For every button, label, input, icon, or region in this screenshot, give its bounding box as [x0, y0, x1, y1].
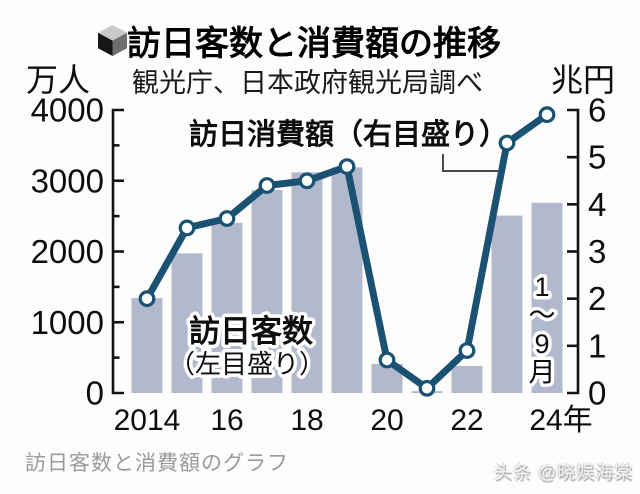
x-tick-label: 24年 — [529, 404, 592, 437]
figure-caption: 訪日客数と消費額のグラフ — [25, 452, 289, 475]
right-tick-label: 1 — [588, 327, 606, 364]
right-tick-label: 2 — [588, 280, 606, 317]
x-tick-label: 22 — [450, 404, 483, 437]
line-point-2016 — [218, 210, 236, 227]
bar-2022 — [451, 365, 483, 393]
bar-2019 — [331, 167, 363, 393]
source-note: 観光庁、日本政府観光局調べ — [132, 68, 483, 98]
line-point-2018 — [298, 172, 316, 190]
line-point-2022 — [458, 342, 476, 360]
line-series-label: 訪日消費額（右目盛り） — [189, 117, 508, 151]
bar-2016 — [211, 222, 243, 393]
right-tick-label: 6 — [588, 92, 606, 129]
chart-title: 訪日客数と消費額の推移 — [127, 25, 501, 63]
line-point-2017 — [258, 177, 276, 194]
bar-2015 — [171, 253, 203, 393]
last-bar-note-char: 月 — [529, 358, 556, 388]
left-tick-label: 3000 — [31, 162, 104, 199]
bar-series-sublabel: （左目盛り） — [169, 349, 325, 379]
line-series — [138, 106, 556, 397]
bar-2017 — [251, 190, 283, 393]
bar-2014 — [131, 298, 163, 393]
right-tick-label: 4 — [588, 186, 606, 223]
bar-series — [131, 167, 563, 393]
line-point-2015 — [178, 219, 196, 237]
line-point-2023 — [498, 134, 516, 152]
bar-2018 — [291, 172, 323, 393]
line-label-callout — [442, 154, 498, 172]
bar-2023 — [491, 215, 523, 393]
bar-series-label: 訪日客数 — [189, 314, 313, 349]
line-point-2014 — [138, 290, 156, 308]
x-tick-label: 16 — [210, 404, 243, 437]
left-tick-label: 1000 — [31, 304, 104, 341]
right-tick-label: 5 — [588, 139, 606, 176]
line-point-2019 — [338, 158, 356, 176]
axes: 0 1000 2000 3000 4000 0 1 2 3 4 5 6 2014 16 18 20 22 24年 — [31, 92, 607, 438]
line-point-2020 — [378, 351, 396, 369]
left-tick-label: 0 — [86, 375, 104, 412]
annotation-layer: 訪日消費額（右目盛り） 訪日客数 （左目盛り） 1～9月 — [165, 114, 559, 392]
line-point-2024 — [538, 106, 556, 124]
x-tick-label: 18 — [290, 404, 323, 437]
right-tick-label: 3 — [588, 233, 606, 270]
left-tick-label: 4000 — [31, 92, 104, 129]
x-tick-label: 20 — [370, 404, 403, 437]
right-tick-label: 0 — [588, 375, 606, 412]
watermark: 头条 @晓娱海棠 — [494, 462, 634, 482]
x-tick-label: 2014 — [114, 404, 181, 437]
last-bar-note-char: ～ — [529, 301, 556, 331]
right-axis-unit: 兆円 — [551, 62, 616, 98]
left-axis-unit: 万人 — [26, 62, 91, 98]
bar-2024 — [531, 202, 563, 393]
cube-bullet-icon — [98, 25, 127, 56]
last-bar-note-char: 9 — [534, 329, 549, 359]
last-bar-note-char: 1 — [534, 272, 549, 302]
line-point-2021 — [418, 379, 436, 397]
left-tick-label: 2000 — [31, 233, 104, 270]
